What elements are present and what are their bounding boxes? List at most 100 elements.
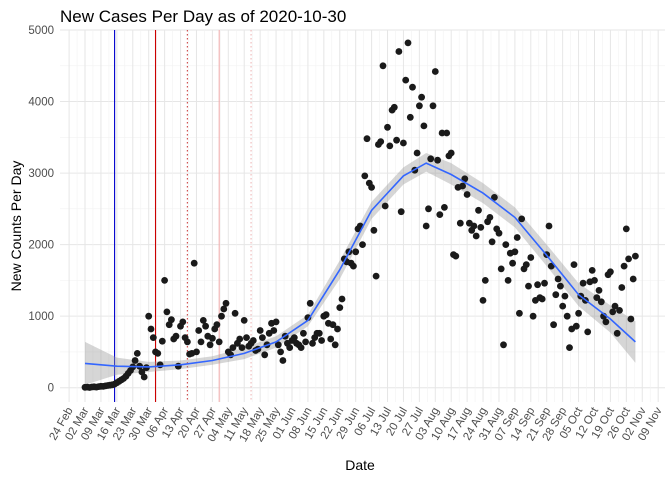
data-point bbox=[527, 254, 535, 261]
data-point bbox=[504, 277, 512, 284]
data-point bbox=[386, 142, 394, 150]
data-point bbox=[609, 308, 617, 316]
trend-line bbox=[84, 162, 636, 368]
data-point bbox=[627, 315, 635, 323]
data-point bbox=[168, 316, 175, 324]
data-point bbox=[497, 265, 505, 273]
data-point bbox=[350, 262, 357, 270]
data-point bbox=[261, 351, 269, 359]
data-point bbox=[463, 191, 471, 198]
data-point bbox=[368, 184, 375, 191]
data-point bbox=[475, 206, 482, 214]
data-point bbox=[534, 281, 541, 289]
data-point bbox=[218, 312, 225, 320]
data-point bbox=[597, 298, 605, 306]
data-point bbox=[370, 226, 378, 234]
data-point bbox=[145, 312, 153, 320]
data-point bbox=[315, 329, 323, 337]
data-point bbox=[409, 83, 416, 91]
data-point bbox=[202, 322, 210, 330]
grid-lines bbox=[60, 29, 665, 402]
data-point bbox=[602, 318, 610, 326]
data-point bbox=[425, 205, 432, 213]
data-point bbox=[547, 262, 555, 270]
data-point bbox=[486, 214, 494, 221]
data-point bbox=[443, 129, 451, 137]
data-point bbox=[541, 279, 548, 287]
data-point bbox=[563, 312, 571, 320]
data-point bbox=[302, 338, 309, 346]
data-point bbox=[622, 225, 630, 233]
data-point bbox=[372, 272, 380, 280]
data-point bbox=[190, 259, 198, 267]
data-point bbox=[595, 287, 603, 294]
data-point bbox=[395, 48, 403, 55]
data-point bbox=[618, 284, 626, 291]
data-point bbox=[206, 341, 214, 349]
data-point bbox=[406, 113, 414, 121]
data-point bbox=[338, 295, 346, 303]
data-point bbox=[131, 357, 139, 364]
data-point bbox=[436, 211, 444, 219]
data-point bbox=[422, 222, 430, 230]
data-point bbox=[416, 102, 423, 110]
data-point bbox=[400, 139, 407, 147]
data-point bbox=[491, 194, 498, 201]
data-point bbox=[561, 292, 569, 300]
data-point bbox=[361, 172, 369, 180]
data-point bbox=[286, 344, 294, 351]
data-point bbox=[584, 328, 592, 336]
data-point bbox=[220, 305, 228, 313]
data-point bbox=[174, 362, 182, 370]
confidence-band bbox=[85, 153, 636, 385]
data-point bbox=[379, 62, 387, 70]
data-point bbox=[545, 222, 553, 230]
y-tick-label: 4000 bbox=[28, 97, 54, 109]
data-point bbox=[572, 322, 580, 330]
data-point bbox=[550, 321, 557, 329]
data-point bbox=[229, 344, 237, 351]
data-point bbox=[461, 175, 469, 183]
data-point bbox=[270, 327, 278, 334]
data-point bbox=[179, 318, 187, 326]
data-point bbox=[441, 204, 448, 211]
data-point bbox=[249, 337, 257, 344]
data-point bbox=[516, 309, 523, 317]
data-point bbox=[309, 339, 316, 347]
data-point bbox=[477, 224, 485, 231]
data-point bbox=[300, 329, 307, 337]
data-point bbox=[259, 334, 266, 341]
data-point bbox=[199, 317, 207, 324]
data-point bbox=[404, 39, 412, 47]
data-point bbox=[570, 261, 578, 268]
data-point bbox=[452, 252, 460, 260]
data-point bbox=[381, 202, 389, 210]
data-point bbox=[591, 277, 598, 284]
data-point bbox=[331, 341, 339, 349]
data-point bbox=[352, 248, 360, 256]
data-point bbox=[620, 262, 628, 270]
data-point bbox=[616, 307, 623, 314]
data-point bbox=[456, 219, 464, 227]
data-point bbox=[213, 321, 221, 329]
data-point bbox=[431, 68, 439, 75]
data-point bbox=[390, 103, 398, 111]
data-point bbox=[256, 327, 264, 334]
data-point bbox=[158, 337, 166, 345]
data-point bbox=[559, 302, 567, 310]
data-point bbox=[384, 123, 391, 131]
x-axis-label: Date bbox=[345, 457, 375, 473]
data-point bbox=[611, 302, 619, 310]
data-point bbox=[413, 149, 421, 157]
data-point bbox=[172, 332, 180, 340]
data-point bbox=[359, 241, 366, 249]
data-point bbox=[272, 318, 280, 326]
data-point bbox=[554, 275, 562, 283]
data-point bbox=[579, 279, 587, 287]
data-point bbox=[243, 334, 250, 341]
data-point bbox=[447, 149, 455, 157]
data-point bbox=[193, 348, 200, 356]
data-point bbox=[479, 297, 487, 304]
